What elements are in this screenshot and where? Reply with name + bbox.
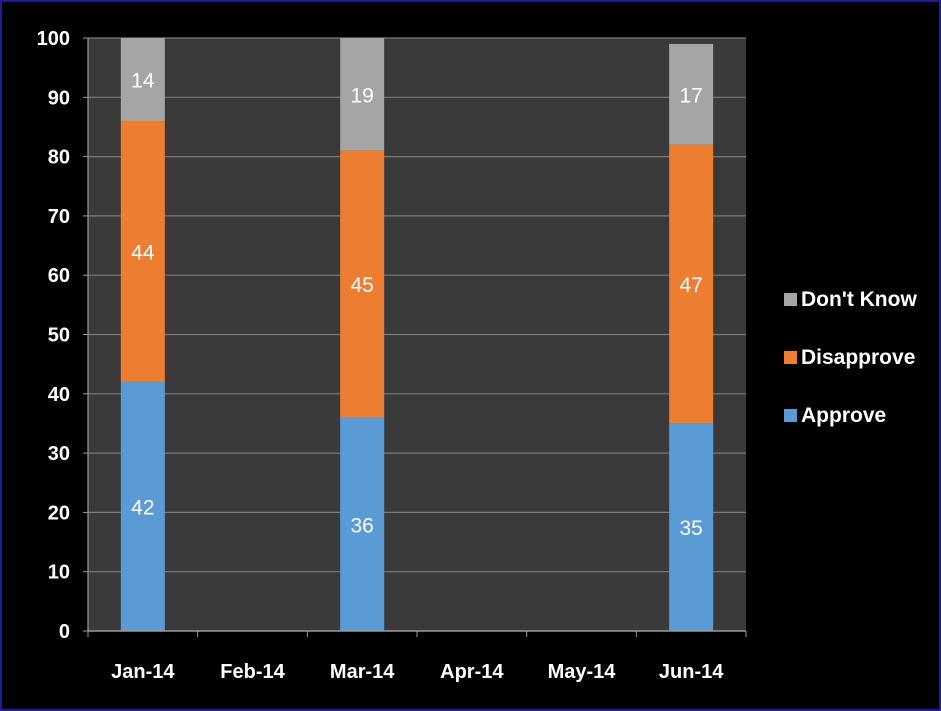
x-tick-label-mar-14: Mar-14	[330, 661, 395, 683]
y-tick-label-30: 30	[48, 443, 70, 465]
x-tick-label-jan-14: Jan-14	[111, 661, 175, 683]
y-tick-label-50: 50	[48, 325, 70, 347]
bar-don-t-know-mar-14	[340, 38, 385, 151]
bars	[120, 38, 714, 631]
legend-label-approve: Approve	[801, 404, 886, 427]
bar-approve-jan-14	[120, 381, 165, 631]
x-tick-label-feb-14: Feb-14	[220, 661, 285, 683]
y-tick-label-90: 90	[48, 87, 70, 109]
x-tick-label-jun-14: Jun-14	[659, 661, 724, 683]
bar-don-t-know-jan-14	[120, 38, 165, 122]
data-label-don-t-know-jan-14: 14	[131, 70, 155, 93]
y-tick-label-60: 60	[48, 265, 70, 287]
data-label-don-t-know-jun-14: 17	[679, 84, 702, 107]
bar-disapprove-jan-14	[120, 121, 165, 382]
data-label-disapprove-mar-14: 45	[350, 274, 373, 297]
legend-swatch-disapprove	[784, 351, 797, 364]
bar-disapprove-jun-14	[669, 144, 714, 424]
y-tick-label-80: 80	[48, 147, 70, 169]
y-tick-label-10: 10	[48, 562, 70, 584]
data-label-approve-jan-14: 42	[131, 496, 154, 519]
bar-approve-mar-14	[340, 417, 385, 631]
y-tick-label-70: 70	[48, 206, 70, 228]
bar-approve-jun-14	[669, 423, 714, 631]
x-tick-label-apr-14: Apr-14	[440, 661, 504, 683]
data-label-approve-jun-14: 35	[679, 517, 702, 540]
data-label-approve-mar-14: 36	[350, 514, 373, 537]
legend-label-disapprove: Disapprove	[801, 346, 915, 369]
axes: 0 10 20 30 40 50 60 70 80 90 100 Jan-14 Feb-14 Mar-14…	[37, 28, 747, 683]
y-tick-label-100: 100	[37, 28, 70, 50]
gridlines	[88, 37, 746, 573]
legend-label-don-t-know: Don't Know	[801, 288, 917, 311]
y-tick-label-0: 0	[59, 621, 70, 643]
bar-disapprove-mar-14	[340, 150, 385, 418]
data-label-disapprove-jan-14: 44	[131, 241, 155, 264]
data-labels: 42 44 14 36 45 19 35 47 17	[131, 70, 703, 541]
data-label-disapprove-jun-14: 47	[679, 274, 702, 297]
legend-swatch-don-t-know	[784, 293, 797, 306]
legend: Don't Know Disapprove Approve	[784, 288, 917, 427]
y-tick-label-20: 20	[48, 502, 70, 524]
legend-swatch-approve	[784, 409, 797, 422]
bar-don-t-know-jun-14	[669, 43, 714, 145]
data-label-don-t-know-mar-14: 19	[350, 84, 373, 107]
y-tick-label-40: 40	[48, 384, 70, 406]
x-tick-label-may-14: May-14	[548, 661, 617, 683]
